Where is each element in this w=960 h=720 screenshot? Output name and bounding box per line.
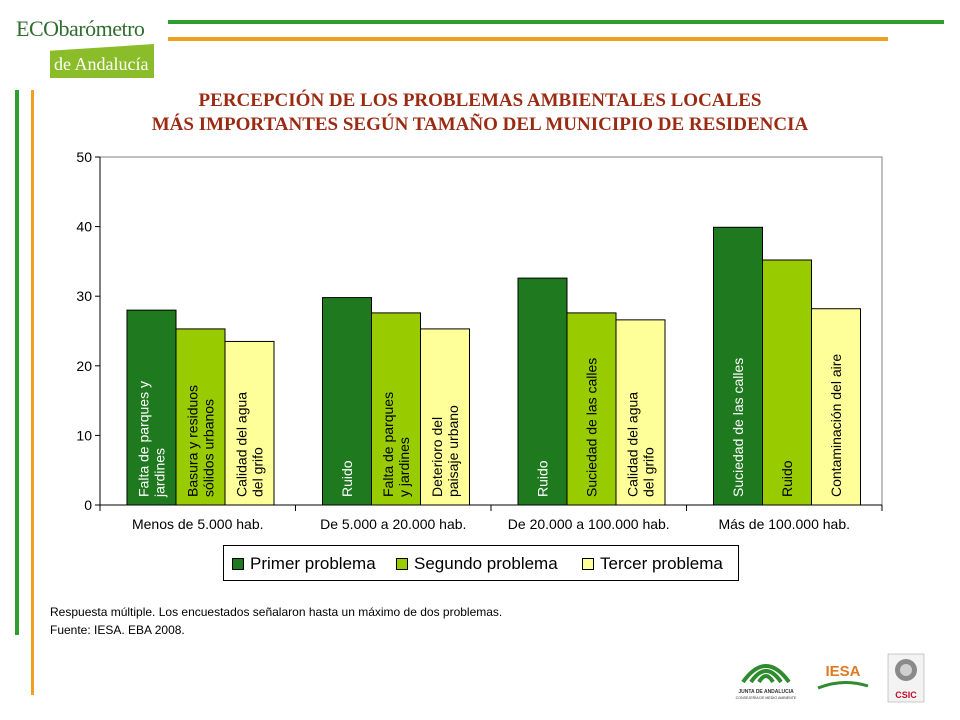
header-green-line [168, 20, 944, 24]
bar-label: jardines [152, 448, 168, 498]
y-tick-label: 50 [76, 149, 92, 165]
bar-label: Ruido [535, 460, 551, 497]
bar-label: Ruido [779, 460, 795, 497]
legend-item-segundo: Segundo problema [396, 554, 558, 574]
chart-legend: Primer problema Segundo problema Tercer … [223, 545, 739, 581]
bar-1-4 [713, 226, 763, 506]
left-orange-line [31, 90, 34, 695]
csic-logo: CSIC [886, 652, 926, 704]
bar-label: Falta de parques [380, 392, 396, 497]
x-tick-label: De 20.000 a 100.000 hab. [508, 516, 670, 532]
ecobarometro-logo: ECObarómetro de Andalucía [10, 14, 160, 78]
legend-item-tercer: Tercer problema [582, 554, 723, 574]
header-orange-line [168, 37, 888, 41]
note-source: Fuente: IESA. EBA 2008. [50, 623, 185, 637]
legend-label-segundo: Segundo problema [414, 554, 558, 573]
left-green-line [15, 90, 19, 635]
iesa-swoosh-icon [817, 681, 869, 690]
junta-andalucia-logo: JUNTA DE ANDALUCIA CONSEJERÍA DE MEDIO A… [735, 652, 797, 702]
iesa-logo: IESA [812, 656, 874, 696]
bar-label: Ruido [339, 460, 355, 497]
bar-2-4 [762, 259, 812, 506]
y-tick-label: 30 [76, 288, 92, 304]
legend-swatch-tercer [582, 558, 594, 570]
bar-1-3 [517, 277, 568, 506]
bar-label: Suciedad de las calles [730, 358, 746, 497]
bar-3-1 [224, 340, 275, 506]
bar-label: Basura y residuos [185, 385, 201, 497]
bar-label: Contaminación del aire [828, 354, 844, 497]
bar-3-4 [811, 308, 861, 506]
bar-label: y jardines [396, 437, 412, 497]
bar-label: sólidos urbanos [201, 399, 217, 497]
chart-title-line2: MÁS IMPORTANTES SEGÚN TAMAÑO DEL MUNICIP… [151, 114, 809, 135]
iesa-text: IESA [825, 663, 860, 680]
bar-label: Calidad del agua [234, 392, 250, 497]
bar-label: paisaje urbano [445, 405, 461, 497]
chart-title-line1: PERCEPCIÓN DE LOS PROBLEMAS AMBIENTALES … [198, 90, 762, 111]
y-tick-label: 20 [76, 358, 92, 374]
bar-1-1 [126, 309, 177, 506]
y-tick-label: 0 [84, 497, 92, 513]
y-tick-label: 40 [76, 219, 92, 235]
bar-label: del grifo [250, 447, 266, 497]
y-tick-label: 10 [76, 427, 92, 443]
bar-2-1 [175, 328, 226, 506]
bar-3-2 [420, 328, 470, 506]
bar-2-3 [566, 312, 617, 506]
bar-label: Deterioro del [429, 417, 445, 497]
x-tick-label: Menos de 5.000 hab. [132, 516, 264, 532]
logo-line1: ECObarómetro [16, 16, 145, 41]
legend-swatch-primer [232, 558, 244, 570]
bar-label: del grifo [641, 447, 657, 497]
junta-emblem-icon: JUNTA DE ANDALUCIA CONSEJERÍA DE MEDIO A… [736, 664, 797, 700]
legend-label-primer: Primer problema [250, 554, 376, 573]
note-multiple-response: Respuesta múltiple. Los encuestados seña… [50, 605, 503, 619]
bar-label: Calidad del agua [625, 392, 641, 497]
csic-text: CSIC [895, 690, 917, 700]
x-tick-label: De 5.000 a 20.000 hab. [320, 516, 466, 532]
bar-label: Falta de parques y [136, 381, 152, 497]
x-tick-label: Más de 100.000 hab. [718, 516, 850, 532]
bar-label: Suciedad de las calles [584, 358, 600, 497]
legend-swatch-segundo [396, 558, 408, 570]
bar-1-2 [322, 297, 372, 506]
legend-label-tercer: Tercer problema [600, 554, 723, 573]
legend-item-primer: Primer problema [232, 554, 376, 574]
logo-line2: de Andalucía [54, 54, 149, 74]
junta-line1: JUNTA DE ANDALUCIA [738, 689, 794, 695]
junta-line2: CONSEJERÍA DE MEDIO AMBIENTE [736, 696, 797, 700]
bar-3-3 [615, 319, 666, 506]
logo-banner [50, 44, 154, 78]
bar-2-2 [371, 312, 421, 506]
